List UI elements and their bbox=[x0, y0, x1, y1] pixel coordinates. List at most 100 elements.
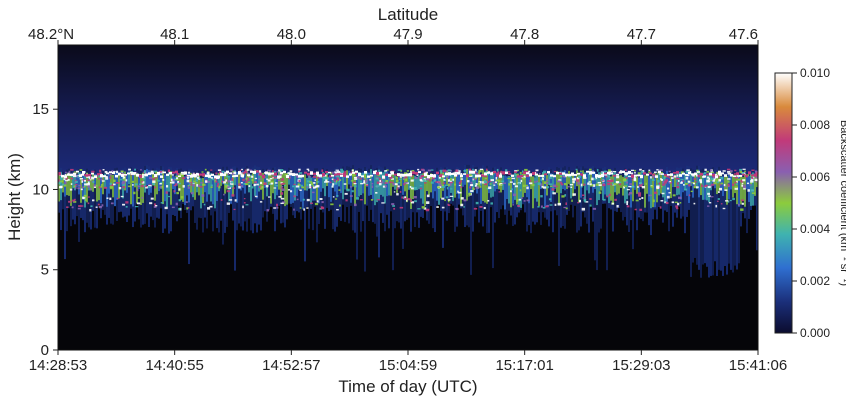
cloud-speckle bbox=[492, 181, 496, 184]
cloud-speckle bbox=[187, 207, 190, 209]
cloud-speckle bbox=[703, 185, 707, 188]
cloud-speckle bbox=[622, 178, 627, 182]
cloud-speckle bbox=[411, 169, 415, 172]
cloud-speckle bbox=[210, 186, 213, 188]
cloud-speckle bbox=[443, 178, 446, 181]
cloud-speckle bbox=[662, 181, 666, 183]
cloud-speckle bbox=[684, 182, 688, 185]
cloud-streak bbox=[132, 174, 134, 207]
cloud-speckle bbox=[204, 168, 207, 171]
cloud-speckle bbox=[109, 186, 113, 189]
cloud-crest bbox=[340, 174, 343, 177]
cloud-speckle bbox=[256, 183, 259, 186]
cloud-streak bbox=[644, 175, 646, 208]
cloud-streak bbox=[592, 166, 594, 222]
cloud-crest bbox=[370, 174, 373, 177]
cloud-crest bbox=[715, 175, 718, 179]
cloud-speckle bbox=[395, 180, 399, 182]
cloud-speckle bbox=[243, 202, 246, 204]
cloud-speckle bbox=[112, 170, 116, 173]
cloud-streak bbox=[606, 168, 608, 271]
cloud-streak bbox=[72, 169, 74, 220]
cloud-speckle bbox=[168, 195, 171, 198]
cloud-speckle bbox=[152, 178, 155, 181]
cloud-streak bbox=[216, 176, 218, 201]
cloud-speckle bbox=[625, 176, 628, 180]
cloud-speckle bbox=[227, 180, 231, 183]
cloud-speckle bbox=[223, 193, 225, 196]
cloud-streak bbox=[612, 174, 614, 205]
cloud-speckle bbox=[607, 180, 611, 183]
cloud-speckle bbox=[661, 185, 663, 188]
cloud-speckle bbox=[87, 181, 90, 185]
cloud-streak bbox=[680, 171, 682, 200]
cloud-crest bbox=[412, 171, 415, 175]
cloud-streak bbox=[478, 167, 480, 223]
cloud-streak bbox=[428, 176, 430, 196]
cloud-crest bbox=[670, 173, 673, 176]
cloud-speckle bbox=[329, 181, 332, 184]
cloud-crest bbox=[409, 172, 412, 177]
cloud-speckle bbox=[217, 182, 220, 186]
cloud-speckle bbox=[616, 205, 619, 208]
cloud-streak bbox=[480, 174, 482, 204]
top-tick-label: 47.6 bbox=[729, 26, 758, 43]
cloud-crest bbox=[202, 173, 205, 177]
cloud-crest bbox=[292, 174, 295, 177]
cloud-speckle bbox=[624, 169, 627, 172]
cloud-crest bbox=[736, 172, 739, 176]
cloud-crest bbox=[727, 171, 730, 173]
cloud-crest bbox=[463, 173, 466, 175]
cloud-speckle bbox=[95, 206, 98, 208]
cloud-crest bbox=[85, 174, 88, 177]
cloud-speckle bbox=[478, 169, 482, 173]
cloud-speckle bbox=[470, 190, 474, 193]
cloud-speckle bbox=[349, 195, 353, 197]
cloud-speckle bbox=[740, 208, 744, 211]
cloud-streak bbox=[722, 176, 724, 197]
cloud-speckle bbox=[186, 207, 189, 210]
cloud-streak bbox=[432, 170, 434, 229]
cloud-speckle bbox=[625, 181, 628, 184]
cloud-streak bbox=[592, 170, 594, 193]
cloud-speckle bbox=[479, 185, 482, 188]
cloud-streak bbox=[144, 165, 146, 224]
cloud-speckle bbox=[218, 185, 221, 189]
cloud-speckle bbox=[634, 180, 638, 183]
cloud-speckle bbox=[537, 205, 540, 208]
cloud-streak bbox=[390, 175, 392, 196]
cloud-crest bbox=[304, 171, 307, 174]
cloud-streak bbox=[186, 173, 188, 196]
cloud-speckle bbox=[223, 181, 226, 184]
cloud-speckle bbox=[421, 206, 425, 209]
cloud-speckle bbox=[596, 169, 599, 172]
cloud-speckle bbox=[298, 172, 303, 174]
cloud-speckle bbox=[218, 171, 222, 175]
cloud-speckle bbox=[253, 183, 256, 187]
cloud-speckle bbox=[609, 170, 613, 173]
cloud-speckle bbox=[306, 180, 310, 183]
cloud-crest bbox=[118, 172, 121, 176]
cloud-speckle bbox=[299, 177, 303, 179]
cloud-speckle bbox=[308, 175, 311, 178]
cloud-speckle bbox=[403, 183, 406, 186]
cloud-speckle bbox=[426, 201, 430, 204]
cloud-speckle bbox=[751, 192, 756, 195]
cloud-streak bbox=[138, 170, 140, 220]
left-axis-title: Height (km) bbox=[5, 153, 24, 241]
cloud-streak bbox=[614, 171, 616, 193]
cloud-speckle bbox=[210, 184, 213, 187]
cloud-streak bbox=[634, 176, 636, 190]
cloud-speckle bbox=[460, 186, 463, 188]
cloud-speckle bbox=[130, 172, 134, 175]
cloud-speckle bbox=[736, 174, 740, 178]
cloud-speckle bbox=[125, 179, 128, 182]
cloud-speckle bbox=[717, 198, 720, 200]
cloud-crest bbox=[502, 171, 505, 175]
cloud-speckle bbox=[335, 180, 338, 183]
cloud-speckle bbox=[277, 179, 281, 182]
cloud-crest bbox=[589, 171, 592, 175]
cloud-speckle bbox=[575, 178, 579, 181]
cloud-speckle bbox=[355, 172, 358, 175]
cloud-crest bbox=[265, 171, 268, 175]
